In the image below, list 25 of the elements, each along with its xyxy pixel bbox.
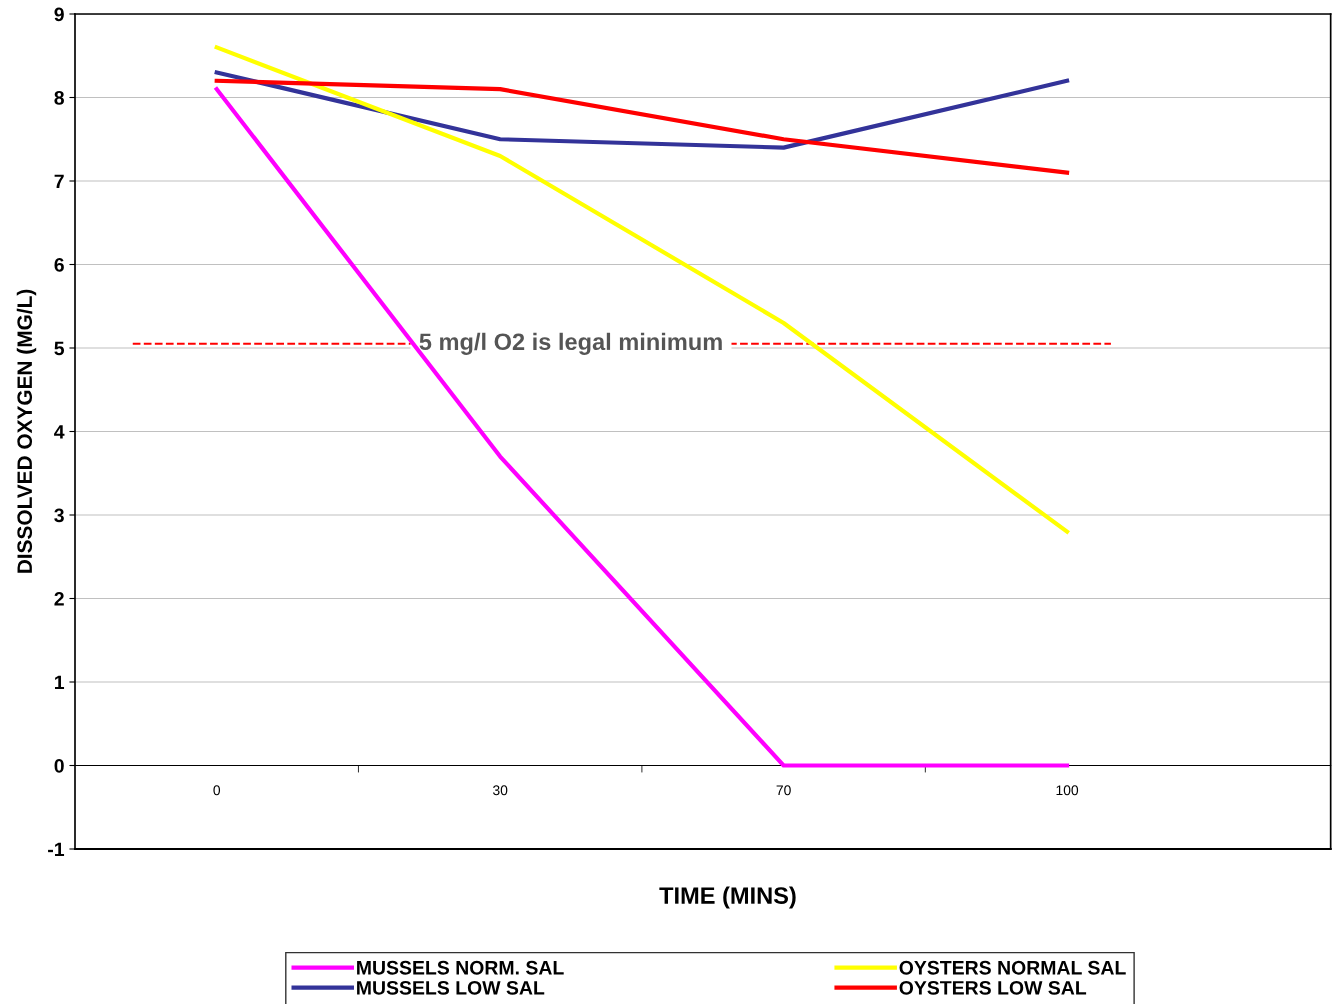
y-tick-label: 4 xyxy=(54,425,65,439)
line-series xyxy=(214,78,1070,175)
y-tick-label: -1 xyxy=(48,842,65,857)
y-tick-label: 1 xyxy=(54,675,65,690)
y-tick-label: 0 xyxy=(54,758,64,773)
ref-line-label: 5 mg/l O2 is legal minimum xyxy=(419,332,722,355)
x-tick-label: 100 xyxy=(1056,785,1079,796)
x-axis-title: TIME (MINS) xyxy=(659,886,796,909)
y-tick-label: 6 xyxy=(54,257,64,272)
legend-label: OYSTERS LOW SAL xyxy=(899,980,1087,995)
y-tick-label: 8 xyxy=(54,90,64,105)
y-tick-label: 9 xyxy=(54,7,64,22)
y-axis-title: DISSOLVED OXYGEN (MG/L) xyxy=(16,289,37,573)
x-tick-label: 30 xyxy=(492,785,508,796)
y-tick-label: 7 xyxy=(54,174,64,189)
y-tick-label: 2 xyxy=(54,591,64,606)
x-tick-label: 70 xyxy=(776,785,791,796)
legend-label: OYSTERS NORMAL SAL xyxy=(899,960,1126,975)
x-tick-label: 0 xyxy=(213,785,221,796)
legend-label: MUSSELS NORM. SAL xyxy=(357,960,564,975)
legend-label: MUSSELS LOW SAL xyxy=(357,980,545,995)
line-series xyxy=(214,70,1070,150)
y-tick-label: 3 xyxy=(54,508,64,523)
line-series xyxy=(214,45,1070,534)
y-tick-label: 5 xyxy=(54,341,65,356)
